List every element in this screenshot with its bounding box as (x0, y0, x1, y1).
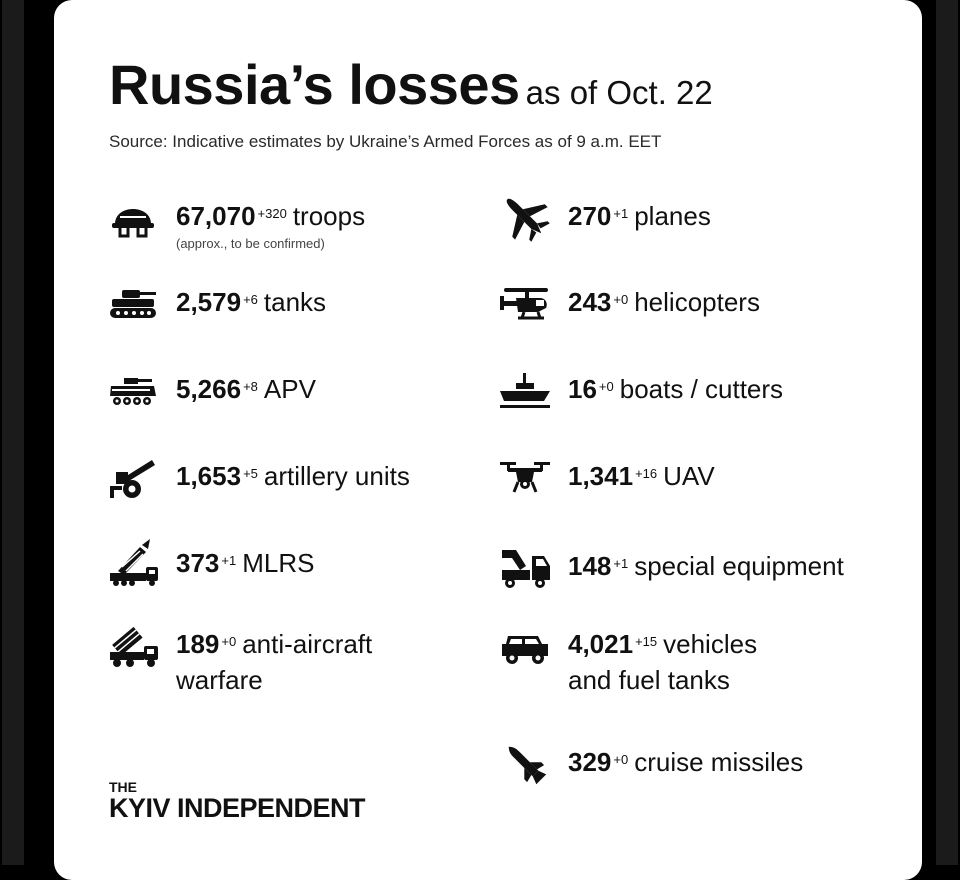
drone-icon (498, 450, 552, 504)
logo-name: KYIV INDEPENDENT (109, 793, 366, 823)
stat-number: 2,579 (176, 287, 242, 317)
stat-delta: +320 (257, 206, 287, 221)
stat-label: UAV (663, 461, 715, 491)
stat-text: 1,341 +16 UAV (568, 458, 715, 494)
frame-edge-right (936, 0, 958, 865)
stat-label: tanks (263, 287, 327, 317)
helmet-icon (106, 190, 160, 244)
stat-delta: +1 (613, 206, 629, 221)
stat-label: special equipment (634, 551, 844, 581)
kyiv-independent-logo: THE KYIV INDEPENDENT (109, 779, 366, 823)
boat-icon (498, 363, 552, 417)
stat-label: APV (263, 374, 316, 404)
stat-delta: +8 (243, 379, 258, 394)
stat-number: 329 (568, 747, 612, 777)
stat-delta: +0 (221, 634, 237, 649)
stat-delta: +16 (635, 466, 658, 481)
title-row: Russia’s losses as of Oct. 22 (109, 52, 713, 117)
jeep-icon (498, 618, 552, 672)
stat-delta: +6 (243, 292, 258, 307)
stat-text: 67,070 +320 troops (176, 198, 365, 234)
stat-number: 373 (176, 548, 220, 578)
plane-icon (498, 190, 552, 244)
stat-number: 5,266 (176, 374, 242, 404)
stat-text: 243 +0 helicopters (568, 284, 760, 320)
stat-delta: +0 (598, 379, 614, 394)
stat-text: 1,653 +5 artillery units (176, 458, 410, 494)
stat-text: 329 +0 cruise missiles (568, 744, 803, 780)
stat-label: anti-aircraft (242, 629, 373, 659)
logo-the: THE (109, 779, 137, 795)
stat-text: 5,266 +8 APV (176, 371, 316, 407)
stat-text: 4,021 +15 vehicles and fuel tanks (568, 626, 757, 698)
stat-label: vehicles (663, 629, 758, 659)
page-subtitle: as of Oct. 22 (525, 74, 713, 111)
stat-delta: +1 (613, 556, 629, 571)
stat-delta: +5 (243, 466, 258, 481)
stat-label: artillery units (263, 461, 410, 491)
stat-label: troops (292, 201, 366, 231)
stat-delta: +15 (635, 634, 658, 649)
anti-aircraft-icon (106, 618, 160, 672)
stat-label: MLRS (242, 548, 315, 578)
stat-text: 189 +0 anti-aircraft warfare (176, 626, 372, 698)
stat-text: 2,579 +6 tanks (176, 284, 326, 320)
stat-number: 1,653 (176, 461, 242, 491)
special-equipment-icon (498, 540, 552, 594)
stat-number: 270 (568, 201, 612, 231)
mlrs-icon (106, 537, 160, 591)
stat-text: 16 +0 boats / cutters (568, 371, 783, 407)
tank-icon (106, 276, 160, 330)
stat-label: helicopters (634, 287, 760, 317)
stat-delta: +1 (221, 553, 237, 568)
stat-text: 148 +1 special equipment (568, 548, 844, 584)
stat-number: 243 (568, 287, 612, 317)
stat-text: 270 +1 planes (568, 198, 711, 234)
stat-label-line2: and fuel tanks (568, 665, 730, 695)
helicopter-icon (498, 276, 552, 330)
artillery-icon (106, 450, 160, 504)
stat-text: 373 +1 MLRS (176, 545, 314, 581)
stat-number: 148 (568, 551, 612, 581)
stat-delta: +0 (613, 752, 629, 767)
stat-number: 189 (176, 629, 220, 659)
stat-number: 1,341 (568, 461, 634, 491)
apv-icon (106, 363, 160, 417)
source-note: Source: Indicative estimates by Ukraine’… (109, 132, 662, 151)
stat-number: 67,070 (176, 201, 256, 231)
stat-number: 16 (568, 374, 597, 404)
missile-icon (498, 736, 552, 790)
stat-label: planes (634, 201, 711, 231)
stat-number: 4,021 (568, 629, 634, 659)
stat-label: cruise missiles (634, 747, 804, 777)
frame-edge-left (2, 0, 24, 865)
stat-label: boats / cutters (619, 374, 784, 404)
stat-note: (approx., to be confirmed) (176, 236, 325, 251)
stat-label-line2: warfare (176, 665, 263, 695)
stat-delta: +0 (613, 292, 629, 307)
page-title: Russia’s losses (109, 53, 520, 116)
infographic-card: Russia’s losses as of Oct. 22 Source: Ind… (54, 0, 922, 880)
